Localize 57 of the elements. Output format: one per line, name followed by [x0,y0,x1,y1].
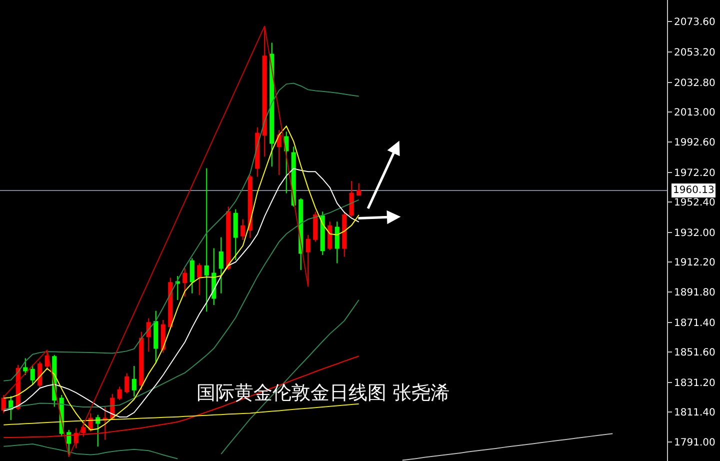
candlestick [306,234,310,288]
candlestick [124,372,130,394]
candlestick [190,258,194,294]
candlestick [132,365,136,398]
y-tick-label: 1972.20 [674,168,716,180]
ref-line-label: 1960.13 [673,185,714,196]
candlestick [349,180,354,218]
y-tick-label: 1952.40 [674,198,716,209]
y-tick-label: 1811.40 [674,407,716,418]
candlestick [248,174,252,239]
candlestick [320,211,325,256]
y-tick-label: 1891.80 [674,288,716,299]
candlestick [276,130,282,176]
candlestick [328,221,332,251]
candlestick [146,318,151,352]
candlestick [218,236,224,294]
candlestick [356,182,362,196]
candlestick [313,211,318,242]
candlestick [262,26,267,158]
candlestick [255,126,260,178]
candlestick [284,131,289,194]
y-tick-label: 1871.40 [674,318,716,330]
candlestick [233,208,238,261]
y-tick-label: 1992.60 [674,138,716,149]
candlestick [23,358,28,376]
line-series [3,82,360,382]
candlestick [96,414,100,448]
candlestick [154,310,158,364]
candlestick [342,211,347,258]
candlestick [240,218,246,240]
candlestick [226,206,231,270]
candlestick [182,268,188,298]
candlestick [30,364,35,386]
candlestick [38,361,42,388]
line-series [3,403,360,426]
y-tick-label: 2032.80 [674,78,716,89]
line-series [402,433,614,461]
y-tick-label: 2013.00 [674,107,716,118]
y-tick-label: 1912.20 [674,257,716,268]
candlestick [212,248,216,306]
candlestick [334,221,340,264]
candlestick [1,394,6,414]
candlestick [270,42,274,168]
y-tick-label: 1831.20 [674,378,716,389]
y-tick-label: 2053.20 [674,48,716,59]
candlestick [66,429,72,458]
candlestick [117,386,122,401]
y-tick-label: 1791.00 [674,438,716,449]
y-tick-label: 1932.00 [674,228,716,239]
candlestick [197,262,202,296]
candlestick [139,331,144,390]
candlestick [168,277,173,329]
candlestick [175,275,180,301]
y-tick-label: 1851.60 [674,347,716,358]
candlestick [160,319,166,354]
candlestick [204,168,209,312]
y-tick-label: 2073.60 [674,17,716,28]
